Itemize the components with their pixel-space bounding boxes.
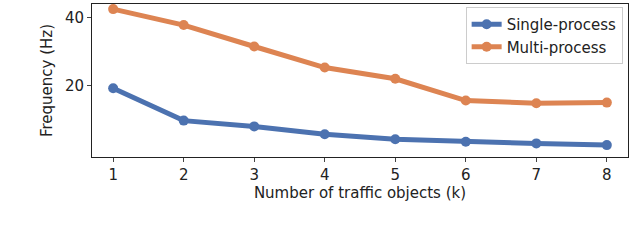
svg-text:20: 20 bbox=[65, 77, 84, 95]
svg-text:4: 4 bbox=[320, 166, 330, 184]
svg-text:6: 6 bbox=[461, 166, 471, 184]
svg-text:Single-process: Single-process bbox=[507, 16, 616, 34]
svg-text:8: 8 bbox=[602, 166, 612, 184]
svg-text:Multi-process: Multi-process bbox=[507, 39, 607, 57]
svg-text:40: 40 bbox=[65, 9, 84, 27]
svg-text:7: 7 bbox=[532, 166, 542, 184]
svg-text:1: 1 bbox=[108, 166, 118, 184]
svg-text:5: 5 bbox=[390, 166, 400, 184]
svg-text:Frequency (Hz): Frequency (Hz) bbox=[38, 24, 56, 137]
svg-text:Number of traffic objects (k): Number of traffic objects (k) bbox=[254, 184, 466, 202]
svg-text:2: 2 bbox=[179, 166, 189, 184]
svg-text:3: 3 bbox=[249, 166, 259, 184]
